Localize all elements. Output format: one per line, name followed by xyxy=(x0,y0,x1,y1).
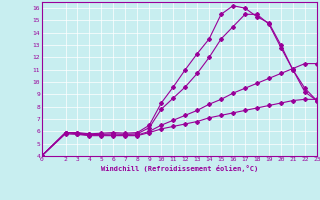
X-axis label: Windchill (Refroidissement éolien,°C): Windchill (Refroidissement éolien,°C) xyxy=(100,165,258,172)
